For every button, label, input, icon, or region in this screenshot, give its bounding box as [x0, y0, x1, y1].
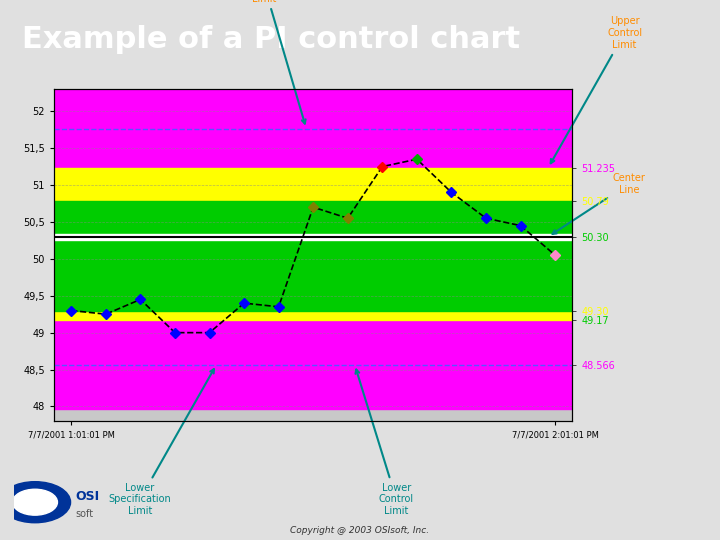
Text: Upper
Control
Limit: Upper Control Limit: [551, 16, 642, 163]
Text: Copyright @ 2003 OSIsoft, Inc.: Copyright @ 2003 OSIsoft, Inc.: [290, 525, 430, 535]
Bar: [54, 84, 572, 168]
Bar: [54, 310, 572, 320]
Text: Center
Line: Center Line: [552, 173, 645, 234]
Text: Upper
Specification
Limit: Upper Specification Limit: [233, 0, 305, 124]
Text: Lower
Control
Limit: Lower Control Limit: [356, 369, 414, 516]
Bar: [54, 237, 572, 310]
Bar: [54, 168, 572, 200]
Text: OSI: OSI: [75, 490, 99, 503]
Bar: [54, 234, 572, 240]
Circle shape: [12, 489, 58, 515]
Bar: [54, 200, 572, 237]
Text: Example of a PI control chart: Example of a PI control chart: [22, 25, 520, 53]
Circle shape: [0, 482, 71, 523]
Text: soft: soft: [75, 509, 94, 519]
Bar: [54, 320, 572, 409]
Text: Lower
Specification
Limit: Lower Specification Limit: [109, 369, 214, 516]
